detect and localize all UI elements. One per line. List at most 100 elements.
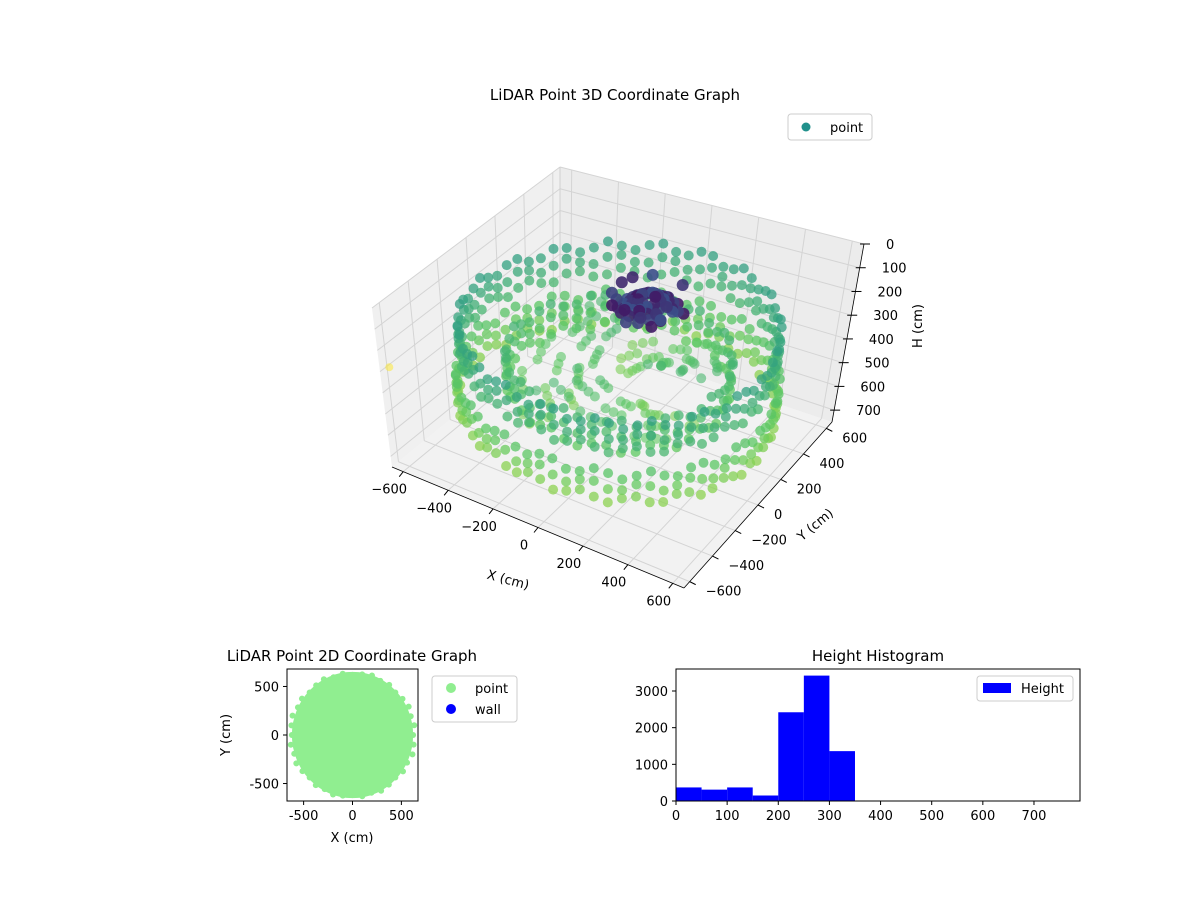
data-point [728,264,739,275]
data-point [535,398,546,409]
data-point [534,448,545,459]
data-point [689,358,700,369]
data-point [522,304,533,315]
grid-line-z-back [559,188,860,269]
data-point [491,376,502,387]
data-point [532,354,543,365]
data-point [535,253,546,264]
grid-line-y-left [407,280,425,441]
chart-2d-body: -500 0 500 -500 0 500 [249,668,419,824]
data-point [646,430,657,441]
data-point [627,340,638,350]
data-point [716,281,727,292]
data-point [616,240,627,251]
chart-3d-zlabel: H (cm) [911,304,926,348]
data-point [481,320,492,331]
data-point [731,403,741,414]
data-point [287,741,294,748]
data-point [312,782,319,789]
data-point [698,423,709,434]
data-point [513,417,523,428]
x-tick [533,527,539,533]
y-tick-label: -500 [249,778,279,793]
data-point [540,383,551,393]
data-point [400,768,407,775]
data-point [562,435,573,446]
y-tick [712,555,719,560]
y-tick [780,479,787,483]
x-tick-label: 200 [557,557,582,572]
x-tick [443,489,449,496]
data-point [481,423,491,434]
data-point [501,352,511,363]
data-point [548,277,559,288]
data-point [736,314,747,324]
data-point [694,305,705,316]
data-point [330,791,337,798]
data-point [588,259,599,269]
histogram-legend-box [976,675,1074,702]
data-point [546,411,557,422]
histogram-bar [676,787,702,801]
data-point [682,321,693,332]
y-tick-label: 0 [271,729,279,744]
x-tick-label: 500 [389,809,414,824]
data-point [499,307,510,318]
data-point [306,774,313,781]
data-point [718,472,729,483]
x-tick-label: 200 [766,809,791,824]
data-point [493,292,504,302]
data-point [482,374,493,385]
z-tick-label: 700 [856,404,881,419]
data-point [743,297,754,308]
data-point [630,245,641,255]
data-point [561,268,572,279]
x-tick-label: 300 [817,809,842,824]
y-tick-label: 2000 [635,722,668,737]
data-point [747,437,758,448]
chart-2d-legend: point wall [431,675,518,723]
data-point [482,341,493,352]
data-point [534,323,545,334]
x-tick-label: 100 [715,809,740,824]
data-point [524,317,535,328]
data-point [589,413,600,424]
chart-3d: LiDAR Point 3D Coordinate Graph −600 −400… [371,86,926,609]
data-point [522,449,533,460]
data-point [513,282,524,293]
data-point [745,283,756,294]
data-point [575,247,586,258]
data-point [349,671,356,678]
data-point [618,304,631,316]
data-point [491,339,502,350]
data-point [766,409,777,420]
data-point [575,424,586,435]
data-point [551,365,562,376]
data-point [524,417,535,428]
x-tick [398,471,404,477]
histogram: Height Histogram 0 100 200 300 400 500 600 700 0… [635,647,1081,824]
data-point [755,425,766,436]
data-point [517,365,528,376]
data-point [475,352,485,363]
data-point [474,441,485,451]
data-point [484,293,495,304]
data-point [575,416,586,426]
data-point [547,469,558,480]
data-point [509,321,519,332]
data-point [681,336,691,347]
data-point [616,250,627,260]
data-point [602,269,612,280]
data-point [656,269,667,280]
data-point [476,391,487,402]
data-point [615,262,626,273]
data-point [632,348,643,359]
y-tick [826,427,833,432]
data-point [289,712,296,719]
data-point [385,781,392,788]
data-point [709,422,720,433]
data-point [515,377,526,387]
data-point [741,386,752,397]
data-point [585,290,596,301]
data-point [368,789,375,796]
